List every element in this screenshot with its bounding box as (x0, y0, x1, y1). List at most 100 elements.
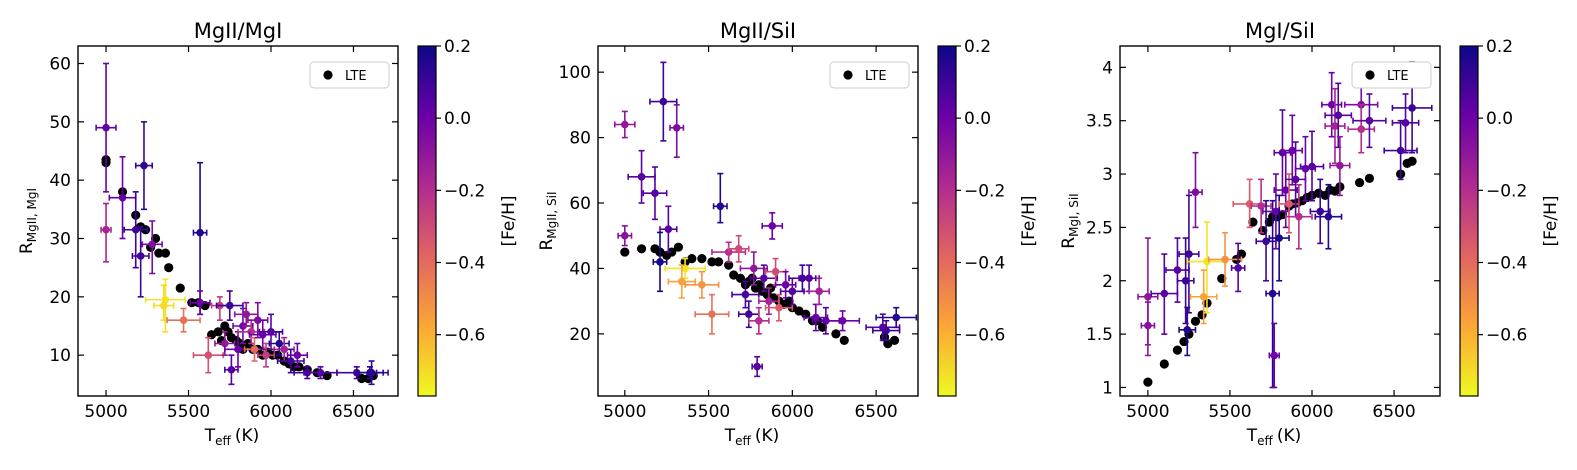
colorbar-tick-label: −0.2 (444, 181, 485, 201)
nlte-marker (1262, 237, 1270, 246)
nlte-point (189, 290, 211, 316)
nlte-point (1299, 130, 1325, 202)
x-tick-label: 6500 (1372, 402, 1415, 422)
nlte-marker (1173, 266, 1182, 274)
nlte-marker (1327, 100, 1336, 109)
nlte-marker (1191, 188, 1200, 196)
nlte-point (108, 156, 137, 240)
lte-point (707, 257, 717, 267)
nlte-marker (1334, 111, 1343, 120)
nlte-marker (1324, 212, 1333, 221)
nlte-marker (242, 310, 251, 319)
y-tick-label: 10 (49, 346, 71, 366)
y-axis-label: RMgII, MgI (17, 188, 39, 254)
y-axis-label: RMgI, SiI (1059, 193, 1081, 248)
lte-point (1364, 173, 1375, 183)
colorbar-gradient (937, 45, 957, 397)
lte-point (1197, 310, 1207, 320)
y-tick-label: 1 (1102, 378, 1113, 398)
lte-point (1179, 336, 1189, 347)
nlte-point (627, 149, 656, 204)
nlte-marker (765, 297, 773, 305)
nlte-point (617, 225, 633, 247)
nlte-marker (159, 301, 168, 310)
nlte-marker (234, 345, 242, 354)
nlte-marker (140, 161, 148, 170)
lte-point (1248, 217, 1258, 227)
nlte-marker (698, 280, 706, 289)
nlte-point (1324, 82, 1353, 149)
nlte-point (1230, 242, 1246, 293)
y-tick-label: 20 (569, 325, 591, 345)
nlte-marker (753, 362, 761, 371)
nlte-marker (196, 298, 204, 307)
panel-mgi-sii: MgI/SiI 5000 5500 6000 6500 1 1.5 2 2.5 3 3.5 4 Teff… (1059, 19, 1561, 448)
y-tick-label: 80 (569, 129, 591, 149)
nlte-marker (148, 240, 157, 249)
legend-marker (323, 70, 333, 80)
nlte-point (803, 303, 829, 332)
nlte-point (1309, 178, 1331, 245)
nlte-point (669, 104, 685, 159)
lte-point (160, 248, 171, 258)
nlte-point (224, 354, 239, 386)
nlte-point (123, 191, 149, 269)
nlte-point (1268, 322, 1280, 389)
lte-point (1354, 177, 1365, 188)
nlte-point (1278, 173, 1300, 234)
nlte-marker (102, 225, 110, 234)
y-tick-label: 60 (569, 194, 591, 214)
nlte-marker (293, 351, 302, 359)
nlte-point (664, 257, 707, 280)
legend-box (1351, 61, 1432, 89)
nlte-point (642, 166, 668, 221)
nlte-point (95, 62, 117, 193)
lte-point (213, 327, 223, 337)
y-tick-label: 50 (49, 113, 71, 133)
x-tick-label: 5500 (687, 402, 730, 422)
y-tick-label: 3.5 (1086, 112, 1113, 132)
lte-point (164, 263, 174, 273)
nlte-marker (1281, 186, 1290, 194)
legend-box (829, 61, 910, 89)
nlte-point (1352, 93, 1387, 149)
nlte-marker (102, 123, 110, 132)
nlte-point (659, 205, 678, 253)
nlte-marker (734, 245, 743, 253)
nlte-marker (250, 345, 259, 354)
nlte-point (355, 366, 384, 380)
nlte-marker (196, 228, 204, 237)
y-tick-label: 2 (1102, 272, 1113, 292)
lte-point (697, 254, 707, 264)
y-tick-label: 40 (49, 171, 71, 191)
colorbar: 0.2 0.0 −0.2 −0.4 −0.6 [Fe/H] (1459, 37, 1561, 397)
nlte-marker (366, 368, 374, 377)
colorbar-tick-label: 0.0 (1486, 109, 1513, 129)
nlte-point (1281, 114, 1303, 186)
lte-point (1159, 359, 1169, 369)
legend-label: LTE (345, 69, 367, 84)
nlte-marker (1357, 125, 1366, 134)
nlte-point (758, 287, 780, 316)
legend: LTE (309, 61, 390, 89)
nlte-point (134, 121, 154, 211)
nlte-point (749, 264, 779, 293)
nlte-point (731, 280, 760, 309)
colorbar-label: [Fe/H] (1541, 195, 1561, 246)
nlte-marker (1185, 250, 1193, 258)
y-tick-label: 4 (1102, 58, 1113, 78)
nlte-marker (1221, 255, 1229, 264)
nlte-marker (1316, 207, 1325, 216)
colorbar-tick-label: −0.4 (964, 253, 1005, 273)
nlte-marker (221, 339, 229, 348)
nlte-marker (1160, 289, 1169, 298)
lte-point (817, 322, 828, 332)
x-tick-label: 5500 (167, 402, 210, 422)
colorbar-tick-label: 0.0 (964, 109, 991, 129)
nlte-point (256, 342, 276, 368)
y-tick-label: 2.5 (1086, 218, 1113, 238)
x-tick-label: 5000 (84, 402, 127, 422)
nlte-marker (656, 258, 664, 266)
nlte-marker (637, 173, 646, 181)
nlte-marker (1291, 175, 1300, 184)
